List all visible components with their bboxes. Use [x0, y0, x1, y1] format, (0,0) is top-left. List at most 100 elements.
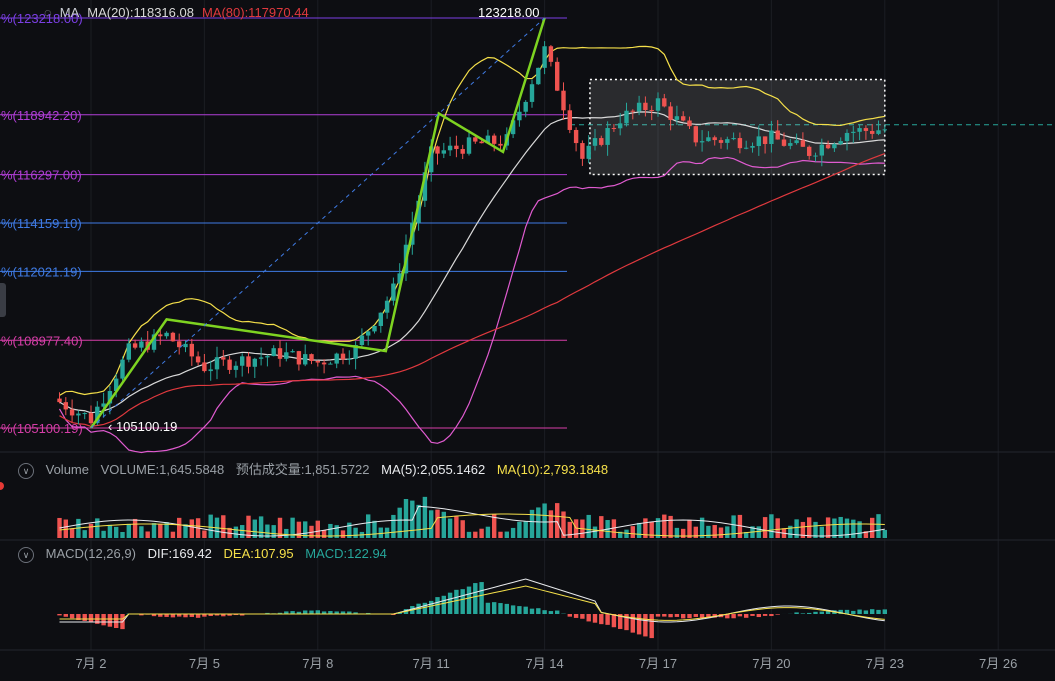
ma80-line — [60, 154, 885, 427]
candle-body — [265, 356, 269, 357]
macd-histogram-bar — [731, 614, 735, 618]
volume-bar — [530, 510, 534, 538]
volume-bar — [177, 518, 181, 538]
candle-body — [290, 351, 294, 352]
candle-body — [656, 98, 660, 110]
candle-body — [561, 91, 565, 111]
candle-body — [574, 130, 578, 143]
candle-body — [605, 128, 609, 145]
volume-bar — [725, 526, 729, 538]
candle-body — [719, 140, 723, 143]
volume-bar — [404, 499, 408, 538]
volume-bar — [675, 528, 679, 538]
volume-bar — [83, 530, 87, 538]
candle-body — [524, 102, 528, 112]
macd-histogram-bar — [612, 614, 616, 627]
fib-level-label: %(118942.20) — [1, 108, 82, 123]
volume-bar — [423, 497, 427, 538]
macd-histogram-bar — [492, 602, 496, 614]
macd-histogram-bar — [568, 614, 572, 617]
macd-histogram-bar — [486, 603, 490, 614]
volume-bar — [479, 529, 483, 538]
volume-bar — [851, 520, 855, 538]
macd-histogram-bar — [555, 611, 559, 614]
volume-title[interactable]: Volume — [46, 462, 89, 477]
volume-bar — [259, 516, 263, 538]
candle-body — [750, 146, 754, 148]
volume-bar — [587, 515, 591, 538]
eye-icon[interactable]: ◌ — [44, 5, 52, 20]
candle-body — [757, 136, 761, 146]
candle-body — [794, 140, 798, 143]
volume-bar — [631, 526, 635, 538]
candle-body — [555, 62, 559, 91]
candle-body — [744, 148, 748, 149]
macd-histogram-bar — [517, 606, 521, 614]
candle-body — [246, 356, 250, 366]
volume-bar — [486, 527, 490, 538]
volume-bar — [555, 503, 559, 538]
volume-bar — [637, 523, 641, 538]
volume-bar — [379, 528, 383, 538]
candle-body — [366, 331, 370, 335]
candle-body — [278, 348, 282, 359]
volume-bar — [139, 526, 143, 538]
macd-histogram-bar — [870, 609, 874, 614]
candle-body — [139, 341, 143, 347]
volume-bar — [876, 514, 880, 538]
macd-histogram-bar — [70, 614, 74, 618]
volume-bar — [454, 516, 458, 538]
candle-body — [234, 366, 238, 370]
volume-bar — [234, 527, 238, 538]
macd-histogram-bar — [448, 593, 452, 614]
candle-body — [820, 145, 824, 156]
volume-bar — [517, 522, 521, 538]
macd-histogram-bar — [479, 582, 483, 614]
candle-body — [807, 147, 811, 156]
macd-histogram-bar — [524, 607, 528, 614]
candle-body — [335, 354, 339, 364]
macd-histogram-bar — [807, 613, 811, 614]
macd-histogram-bar — [656, 614, 660, 617]
macd-title[interactable]: MACD(12,26,9) — [46, 546, 136, 561]
candle-body — [479, 142, 483, 144]
candle-body — [442, 150, 446, 153]
volume-bar — [668, 516, 672, 538]
macd-dea-line — [60, 586, 885, 620]
candle-body — [738, 138, 742, 148]
volume-bar — [713, 525, 717, 538]
volume-bar — [108, 525, 112, 538]
macd-histogram-bar — [694, 614, 698, 617]
candle-body — [127, 343, 131, 359]
candle-body — [832, 144, 836, 148]
macd-dif-line — [60, 579, 885, 622]
macd-histogram-bar — [429, 601, 433, 614]
macd-histogram-bar — [580, 614, 584, 619]
side-collapse-handle[interactable] — [0, 283, 6, 317]
collapse-chevron-icon[interactable]: ∨ — [18, 463, 34, 479]
volume-bar — [549, 510, 553, 538]
peak-price-label: 123218.00 — [478, 5, 539, 20]
candle-body — [221, 357, 225, 359]
candle-body — [631, 111, 635, 112]
macd-histogram-bar — [681, 614, 685, 618]
volume-bar — [826, 517, 830, 538]
macd-histogram-bar — [108, 614, 112, 627]
macd-histogram-bar — [750, 614, 754, 616]
collapse-chevron-icon[interactable]: ∨ — [18, 547, 34, 563]
volume-bar — [687, 520, 691, 538]
candle-body — [297, 351, 301, 364]
candle-body — [675, 116, 679, 120]
volume-bar — [284, 529, 288, 538]
candle-body — [587, 146, 591, 159]
candle-body — [83, 413, 87, 414]
macd-histogram-bar — [813, 612, 817, 614]
volume-ma10: MA(10):2,793.1848 — [497, 462, 608, 477]
macd-histogram-bar — [769, 614, 773, 616]
ma-indicator-name[interactable]: MA — [60, 5, 80, 20]
macd-histogram-bar — [454, 590, 458, 614]
volume-bar — [731, 515, 735, 538]
candle-body — [883, 129, 887, 130]
